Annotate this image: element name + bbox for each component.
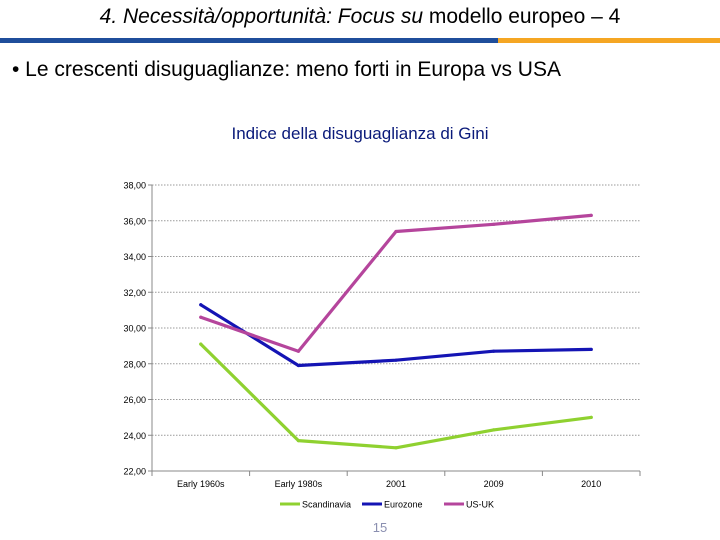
slide-title-rest: modello europeo – 4 [423,5,621,28]
data-point-eurozone [589,347,593,352]
bullet-text: • Le crescenti disuguaglianze: meno fort… [12,58,561,81]
series-line-us-uk [199,213,593,353]
x-tick-label: 2010 [581,479,601,489]
x-tick-label: Early 1960s [177,479,225,489]
data-point-eurozone [492,349,496,353]
y-tick-label: 24,00 [123,431,146,441]
data-point-eurozone [296,363,300,368]
x-tick-label: 2009 [484,479,504,489]
data-point-scandinavia [394,446,398,450]
slide-title-italic: 4. Necessità/opportunità: Focus su [99,5,424,28]
y-tick-label: 30,00 [123,324,146,334]
data-point-us-uk [394,229,398,234]
series-line-eurozone [199,303,593,368]
data-point-us-uk [296,349,300,353]
data-point-scandinavia [199,342,203,346]
data-point-eurozone [394,358,398,362]
slide-title: 4. Necessità/opportunità: Focus su model… [0,5,720,29]
data-point-us-uk [199,315,203,319]
y-tick-label: 38,00 [123,181,146,191]
data-point-us-uk [589,213,593,217]
y-tick-label: 36,00 [123,216,146,226]
title-rule-orange [498,38,720,43]
title-rule-blue [0,38,498,43]
data-point-eurozone [199,303,203,307]
y-tick-label: 34,00 [123,252,146,262]
data-point-scandinavia [492,428,496,432]
legend-label: Scandinavia [302,500,351,510]
legend-label: US-UK [466,500,494,510]
data-point-us-uk [492,222,496,226]
y-tick-label: 26,00 [123,395,146,405]
y-tick-label: 28,00 [123,359,146,369]
y-tick-label: 22,00 [123,467,146,477]
data-point-scandinavia [296,439,300,443]
y-tick-label: 32,00 [123,288,146,298]
chart-title: Indice della disuguaglianza di Gini [231,124,489,143]
data-point-scandinavia [589,415,593,419]
page-number: 15 [372,520,388,535]
x-tick-label: Early 1980s [275,479,323,489]
x-tick-label: 2001 [386,479,406,489]
legend-label: Eurozone [384,500,423,510]
